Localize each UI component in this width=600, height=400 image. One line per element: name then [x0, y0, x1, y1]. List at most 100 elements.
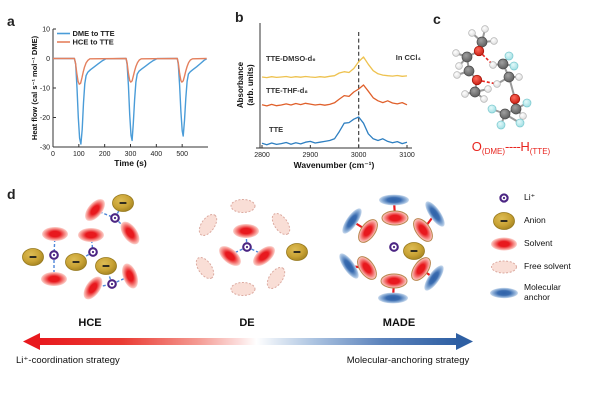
legend-item-molecular-anchor: Molecular anchor	[489, 282, 588, 303]
bond	[491, 108, 506, 115]
carbon-atom	[499, 108, 511, 120]
coordination-dash	[53, 233, 56, 256]
y-tick-label: -20	[40, 115, 50, 122]
molecular-anchor-ellipse	[379, 194, 409, 206]
solvent-ellipse	[381, 210, 409, 226]
spectrum-TTE-THF-d₈	[261, 84, 408, 107]
li-ion	[107, 279, 117, 289]
bond	[508, 76, 516, 100]
x-tick-label: 3000	[351, 152, 367, 159]
bond	[455, 52, 468, 58]
carbon-atom	[469, 86, 481, 98]
li-ion-center	[113, 216, 117, 220]
y-tick-label: -30	[40, 144, 50, 151]
coordination-dash	[231, 246, 248, 255]
hydrogen-bond-dashed	[478, 50, 494, 66]
strategy-label-anchoring: Molecular-anchoring strategy	[346, 355, 470, 366]
molecular-anchor-ellipse	[424, 265, 444, 291]
hydrogen-atom	[493, 80, 501, 88]
solvent-ellipse	[41, 272, 67, 286]
hydrogen-atom	[489, 61, 497, 69]
y-tick-label: -10	[40, 85, 50, 92]
anion	[403, 242, 425, 260]
anion	[112, 194, 134, 212]
bond	[466, 50, 480, 58]
x-tick-label: 0	[51, 151, 55, 158]
carbon-atom	[503, 71, 515, 83]
legend-entry: DME to TTE	[73, 29, 115, 38]
fluorine-atom	[487, 104, 497, 114]
free-solvent-ellipse	[266, 266, 286, 290]
series-HCE to TTE	[53, 57, 207, 85]
anchor-connector	[348, 264, 368, 270]
bond	[468, 70, 478, 81]
fluorine-atom	[509, 61, 519, 71]
anion	[65, 253, 87, 271]
cluster-label-made: MADE	[382, 317, 416, 329]
li-ion-center	[52, 253, 56, 257]
bond	[502, 55, 510, 65]
x-tick-label: 400	[150, 151, 162, 158]
cluster-label-de: DE	[239, 317, 255, 329]
fluorine-atom	[515, 118, 525, 128]
spectrum-TTE-DMSO-d₆	[261, 56, 408, 79]
li-ion-center	[110, 282, 114, 286]
panel-label-a: a	[7, 13, 15, 29]
fluorine-atom	[496, 120, 506, 130]
legend-label-molecular-anchor: Molecular anchor	[524, 282, 561, 302]
solvent-ellipse	[253, 246, 275, 266]
y-axis-title: (arb. units)	[246, 64, 255, 106]
li-ion	[242, 242, 252, 252]
solvent-ellipse	[78, 228, 104, 242]
anion-minus-sign	[119, 202, 127, 204]
li-ion	[110, 213, 120, 223]
oxygen-atom	[473, 45, 485, 57]
molecular-anchor-icon	[490, 287, 518, 298]
solvent-ellipse	[83, 276, 103, 300]
bond	[514, 98, 517, 110]
solvent-ellipse	[413, 218, 433, 242]
bond	[466, 56, 470, 72]
anion	[22, 248, 44, 266]
caption-dashes: ----	[505, 139, 521, 154]
anchor-connector	[351, 220, 369, 232]
strategy-arrow-body	[38, 338, 458, 345]
solvent-ellipse	[120, 221, 140, 245]
spectrum-TTE	[261, 116, 408, 146]
free-solvent-ellipse	[198, 213, 218, 237]
y-tick-label: 0	[46, 56, 50, 63]
strategy-arrow-left-head	[23, 333, 40, 350]
solvent-ellipse	[357, 256, 377, 280]
coordination-dash	[105, 265, 113, 285]
coordination-dash	[114, 202, 124, 219]
coordination-dash	[114, 217, 131, 234]
solvent-annotation: In CCl₄	[396, 53, 422, 62]
coordination-dash	[92, 283, 113, 289]
solvent-ellipse	[219, 246, 241, 266]
anion-minus-sign	[72, 261, 80, 263]
trace-label: TTE-THF-d₈	[266, 86, 308, 95]
molecular-anchor-ellipse	[339, 253, 359, 279]
anion-minus-sign	[293, 251, 301, 253]
coordination-dash	[94, 209, 116, 219]
x-axis-title: Wavenumber (cm⁻¹)	[294, 160, 375, 170]
bond	[481, 28, 486, 43]
x-tick-label: 200	[99, 151, 111, 158]
bond	[474, 91, 485, 100]
x-tick-label: 2800	[254, 152, 270, 159]
solvent-ellipse	[42, 227, 68, 241]
caption-h-sub: (TTE)	[529, 147, 551, 156]
carbon-atom	[461, 51, 473, 63]
caption-o: O	[471, 139, 482, 154]
x-axis-title: Time (s)	[114, 158, 147, 168]
li-ion-center	[91, 250, 95, 254]
li-ion	[389, 242, 399, 252]
strategy-label-coordination: Li⁺-coordination strategy	[16, 355, 120, 366]
anchor-connector	[391, 280, 396, 299]
li-ion-icon	[499, 193, 509, 203]
panel-label-c: c	[433, 11, 441, 27]
caption-h: H	[520, 139, 530, 154]
hydrogen-atom	[453, 71, 461, 79]
bond	[492, 63, 504, 66]
trace-label: TTE	[269, 125, 283, 134]
